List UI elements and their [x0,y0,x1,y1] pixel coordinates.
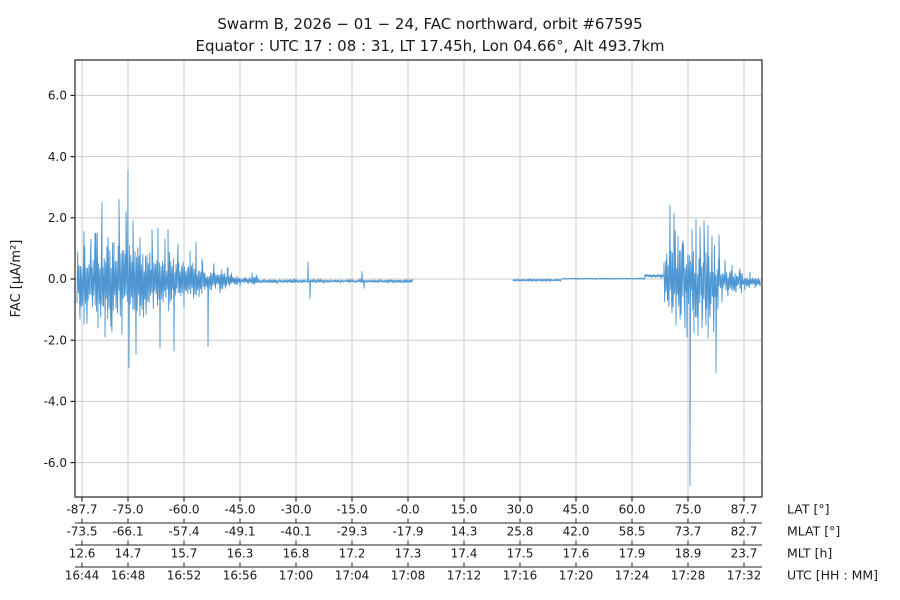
y-tick-label: -4.0 [44,395,67,409]
x-tick-label-utc: 17:28 [671,568,706,582]
x-tick-label-utc: 17:08 [391,568,426,582]
x-tick-label-utc: 17:16 [503,568,538,582]
x-tick-label-utc: 16:52 [167,568,202,582]
x-tick-label-mlt: 14.7 [115,546,142,560]
x-tick-label-lat: 15.0 [451,502,478,516]
x-tick-label-mlat: -66.1 [112,524,143,538]
x-tick-label-mlt: 17.6 [563,546,590,560]
x-tick-label-mlat: 25.8 [507,524,534,538]
x-tick-label-utc: 17:20 [559,568,594,582]
x-tick-label-utc: 17:32 [727,568,762,582]
x-tick-label-mlat: 73.7 [675,524,702,538]
x-tick-label-mlat: -29.3 [336,524,367,538]
x-axis-label-utc: UTC [HH : MM] [787,567,878,582]
x-tick-label-utc: 16:56 [223,568,258,582]
x-tick-label-mlat: 58.5 [619,524,646,538]
x-tick-label-lat: 60.0 [619,502,646,516]
x-axis-label-mlt: MLT [h] [787,545,832,560]
x-tick-label-lat: -60.0 [168,502,199,516]
x-tick-label-mlat: 42.0 [563,524,590,538]
x-tick-label-lat: -15.0 [336,502,367,516]
x-tick-label-mlt: 17.4 [451,546,478,560]
x-tick-label-lat: 30.0 [507,502,534,516]
x-tick-label-mlt: 15.7 [171,546,198,560]
y-tick-label: -6.0 [44,456,67,470]
x-tick-label-mlt: 12.6 [69,546,96,560]
x-tick-label-mlt: 17.5 [507,546,534,560]
x-tick-label-lat: 45.0 [563,502,590,516]
x-tick-label-mlat: 14.3 [451,524,478,538]
y-tick-label: 6.0 [48,89,67,103]
x-tick-label-utc: 17:04 [335,568,370,582]
x-tick-label-utc: 16:48 [111,568,146,582]
x-tick-label-mlt: 23.7 [731,546,758,560]
x-tick-label-mlat: 82.7 [731,524,758,538]
x-tick-label-mlt: 17.3 [395,546,422,560]
x-tick-label-mlt: 17.9 [619,546,646,560]
axes: 6.0 4.0 2.0 0.0 -2.0 -4.0 -6.0 -87.7 -75.0 -60.0 -… [44,59,878,582]
fac-series-line [76,169,761,487]
x-tick-label-mlt: 17.2 [339,546,366,560]
x-tick-label-utc: 17:12 [447,568,482,582]
x-tick-label-lat: 87.7 [731,502,758,516]
plot-subtitle: Equator : UTC 17 : 08 : 31, LT 17.45h, L… [195,37,664,55]
x-tick-label-mlt: 16.3 [227,546,254,560]
fac-waveform-path [76,169,761,487]
x-axis-label-lat: LAT [°] [787,501,829,516]
x-tick-label-mlat: -57.4 [168,524,199,538]
plot-title: Swarm B, 2026 − 01 − 24, FAC northward, … [217,15,642,33]
x-tick-label-utc: 17:24 [615,568,650,582]
y-tick-label: 2.0 [48,211,67,225]
y-tick-label: 4.0 [48,150,67,164]
x-tick-label-mlat: -73.5 [66,524,97,538]
x-tick-label-mlt: 18.9 [675,546,702,560]
x-tick-label-lat: 75.0 [675,502,702,516]
x-tick-label-mlat: -49.1 [224,524,255,538]
x-tick-label-lat: -0.0 [396,502,419,516]
x-tick-label-lat: -30.0 [280,502,311,516]
x-tick-label-lat: -45.0 [224,502,255,516]
x-tick-label-lat: -87.7 [66,502,97,516]
x-tick-label-utc: 17:00 [279,568,314,582]
y-axis-label: FAC [μA/m²] [9,240,24,318]
x-tick-label-mlat: -40.1 [280,524,311,538]
x-axis-label-mlat: MLAT [°] [787,523,840,538]
x-tick-label-utc: 16:44 [65,568,100,582]
x-tick-label-mlat: -17.9 [392,524,423,538]
x-tick-label-mlt: 16.8 [283,546,310,560]
x-tick-label-lat: -75.0 [112,502,143,516]
y-tick-label: -2.0 [44,333,67,347]
y-tick-label: 0.0 [48,272,67,286]
